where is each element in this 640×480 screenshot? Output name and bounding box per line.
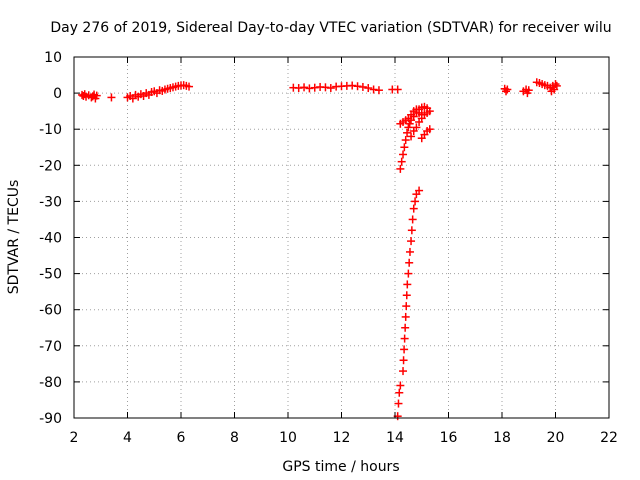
data-point (409, 204, 418, 213)
y-tick-label: -30 (39, 194, 62, 210)
data-point (411, 197, 420, 206)
data-point (326, 84, 335, 93)
data-point (393, 85, 402, 94)
data-point (407, 132, 416, 141)
data-point (405, 258, 414, 267)
data-point (395, 388, 404, 397)
y-tick-label: -20 (39, 158, 62, 174)
data-point (415, 186, 424, 195)
data-point (404, 123, 413, 132)
y-tick-label: -50 (39, 267, 62, 283)
x-tick-label: 18 (493, 430, 511, 446)
x-tick-label: 10 (279, 430, 297, 446)
x-tick-label: 16 (440, 430, 458, 446)
data-point (364, 84, 373, 93)
x-tick-label: 12 (333, 430, 351, 446)
data-point (397, 157, 406, 166)
data-point (407, 237, 416, 246)
data-point (185, 82, 194, 91)
data-point (402, 302, 411, 311)
data-point (401, 312, 410, 321)
data-point (401, 136, 410, 145)
data-point (405, 119, 414, 128)
data-point (403, 280, 412, 289)
data-point (399, 150, 408, 159)
data-point (407, 226, 416, 235)
grid-lines (74, 57, 609, 418)
data-point (425, 107, 434, 116)
x-tick-label: 8 (230, 430, 239, 446)
y-tick-label: 0 (53, 86, 62, 102)
data-point (503, 85, 512, 94)
data-point (408, 215, 417, 224)
data-point (405, 247, 414, 256)
x-tick-label: 2 (70, 430, 79, 446)
data-point (404, 269, 413, 278)
data-point (552, 81, 561, 90)
chart-title: Day 276 of 2019, Sidereal Day-to-day VTE… (50, 20, 611, 36)
y-tick-label: 10 (44, 50, 62, 66)
data-point (394, 399, 403, 408)
data-point (402, 291, 411, 300)
data-point (300, 83, 309, 92)
data-point (374, 86, 383, 95)
x-tick-label: 4 (123, 430, 132, 446)
data-point (403, 128, 412, 137)
y-tick-label: -80 (39, 375, 62, 391)
data-point (400, 345, 409, 354)
y-tick-label: -90 (39, 411, 62, 427)
data-point (401, 323, 410, 332)
data-point (92, 91, 101, 100)
y-tick-label: -70 (39, 339, 62, 355)
data-point (399, 367, 408, 376)
y-tick-label: -40 (39, 231, 62, 247)
x-tick-label: 20 (547, 430, 565, 446)
data-point (502, 87, 511, 96)
data-point (400, 143, 409, 152)
y-tick-label: -10 (39, 122, 62, 138)
data-point (358, 82, 367, 91)
y-axis-label: SDTVAR / TECUs (6, 180, 22, 295)
data-point (396, 381, 405, 390)
y-tick-label: -60 (39, 303, 62, 319)
data-point (107, 93, 116, 102)
data-point (396, 164, 405, 173)
data-point (412, 123, 421, 132)
plot-frame (73, 56, 610, 419)
data-point (400, 334, 409, 343)
data-point (551, 80, 560, 89)
data-point (399, 356, 408, 365)
x-tick-label: 14 (386, 430, 404, 446)
x-tick-label: 22 (600, 430, 618, 446)
x-tick-label: 6 (177, 430, 186, 446)
x-axis-label: GPS time / hours (282, 459, 399, 475)
axis-ticks: 2 4 6 8 10 12 14 16 18 20 22 10 0 -10 -20 -30 -40 -50 -60 -… (39, 50, 618, 446)
data-points (78, 78, 561, 421)
data-point (425, 125, 434, 134)
data-point (524, 86, 533, 95)
